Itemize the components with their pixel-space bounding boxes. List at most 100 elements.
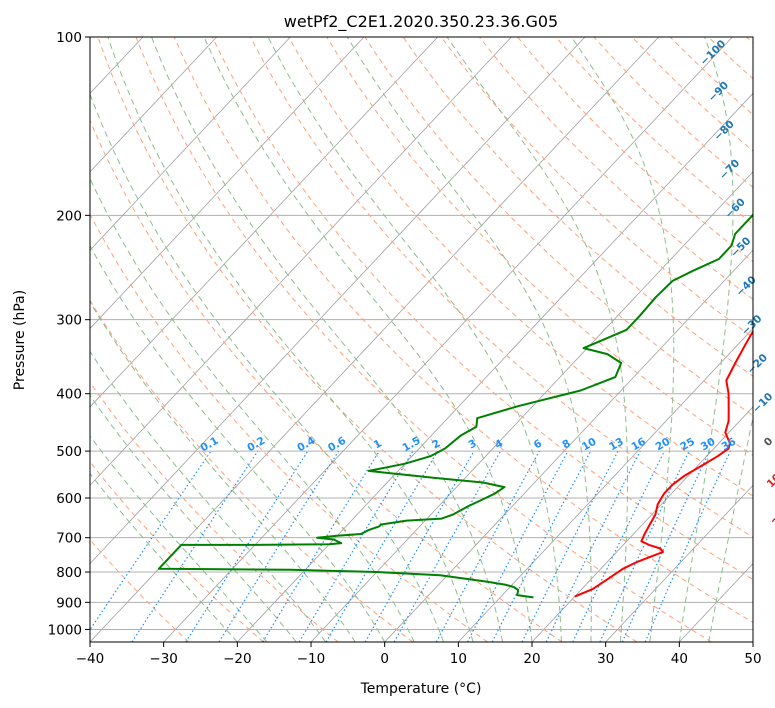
- mixing-ratio-line: [218, 450, 340, 642]
- y-tick-label: 800: [56, 565, 82, 581]
- mixing-ratio-line: [325, 450, 439, 642]
- isotherm-line: [90, 37, 512, 486]
- dry-adiabat-label: −20: [745, 352, 770, 377]
- moist-adiabat-line: [90, 244, 386, 642]
- isotherm-line: [90, 37, 291, 251]
- moist-adiabat-line: [90, 435, 268, 642]
- dry-adiabat-line: [173, 37, 753, 624]
- dry-adiabat-line: [97, 37, 638, 642]
- x-tick-label: 20: [523, 651, 540, 667]
- isotherm-line: [384, 249, 753, 642]
- dry-adiabat-line: [211, 37, 753, 581]
- isotherm-line: [90, 37, 217, 173]
- y-axis-label: Pressure (hPa): [12, 290, 28, 390]
- mixing-ratio-line: [491, 450, 592, 642]
- isotherm-line: [90, 37, 659, 642]
- moist-adiabat-line: [446, 37, 628, 642]
- dry-adiabat-label: −70: [717, 157, 742, 182]
- chart-title: wetPf2_C2E1.2020.350.23.36.G05: [284, 12, 558, 32]
- moist-adiabat-line: [151, 37, 503, 642]
- x-tick-label: 10: [450, 651, 467, 667]
- isotherm-line: [90, 37, 365, 330]
- mixing-ratio-line: [521, 450, 619, 642]
- isotherm-line: [237, 92, 753, 642]
- dry-adiabat-line: [288, 37, 753, 497]
- dry-adiabat-line: [517, 37, 753, 263]
- mixing-ratio-label: 3: [466, 437, 478, 451]
- moist-adiabat-line: [90, 472, 238, 642]
- y-tick-label: 500: [56, 444, 82, 460]
- dry-adiabat-line: [250, 37, 753, 538]
- x-tick-label: 0: [380, 651, 389, 667]
- x-tick-label: −20: [223, 651, 252, 667]
- x-tick-label: −30: [149, 651, 178, 667]
- y-tick-label: 600: [56, 491, 82, 507]
- plot-frame: [89, 36, 754, 643]
- x-tick-label: 50: [744, 651, 761, 667]
- dry-adiabat-label: −80: [712, 118, 737, 143]
- dry-adiabat-line: [746, 37, 753, 44]
- mixing-ratio-label: 2: [430, 437, 442, 451]
- dry-adiabat-line: [555, 37, 753, 225]
- dry-adiabat-line: [90, 539, 190, 642]
- dry-adiabat-label: 20: [770, 510, 775, 529]
- y-tick-label: 700: [56, 531, 82, 547]
- x-tick-label: −40: [76, 651, 105, 667]
- moist-adiabat-line: [708, 414, 753, 642]
- moist-adiabat-line: [90, 177, 415, 642]
- dry-adiabat-line: [326, 37, 753, 457]
- moist-adiabat-line: [90, 301, 356, 642]
- moist-adiabat-line: [570, 37, 675, 642]
- dry-adiabat-line: [90, 460, 264, 642]
- mixing-ratio-line: [185, 450, 309, 642]
- dry-adiabat-label: −10: [750, 391, 775, 416]
- x-tick-label: 40: [671, 651, 688, 667]
- isotherm-line: [0, 37, 69, 642]
- temperature-profile-line: [574, 329, 753, 598]
- moist-adiabat-line: [346, 37, 592, 642]
- dry-adiabat-line: [90, 119, 563, 642]
- isotherm-line: [310, 171, 753, 642]
- y-tick-label: 300: [56, 313, 82, 329]
- dry-adiabat-line: [479, 37, 753, 300]
- dry-adiabat-line: [364, 37, 753, 417]
- x-tick-label: 30: [597, 651, 614, 667]
- dry-adiabat-line: [631, 37, 753, 152]
- mixing-ratio-line: [131, 450, 259, 642]
- dry-adiabat-label: 10: [765, 471, 775, 490]
- dry-adiabat-line: [440, 37, 753, 339]
- y-tick-label: 400: [56, 387, 82, 403]
- isotherm-line: [531, 406, 753, 642]
- dry-adiabat-line: [135, 37, 712, 642]
- moist-adiabat-line: [107, 37, 474, 642]
- mixing-ratio-line: [599, 450, 690, 642]
- dry-adiabat-line: [90, 299, 414, 642]
- moist-adiabat-line: [90, 350, 327, 642]
- dewpoint-profile-line: [157, 213, 753, 599]
- mixing-ratio-line: [545, 450, 641, 642]
- dry-adiabat-label: −50: [728, 235, 753, 260]
- moist-adiabat-line: [90, 92, 445, 642]
- dry-adiabat-label: −40: [734, 274, 759, 299]
- mixing-ratio-line: [393, 450, 502, 642]
- mixing-ratio-line: [644, 450, 731, 642]
- mixing-ratio-line: [621, 450, 711, 642]
- isotherm-line: [163, 37, 733, 642]
- moist-adiabat-line: [203, 37, 533, 642]
- isotherm-line: [90, 37, 438, 408]
- y-tick-label: 200: [56, 208, 82, 224]
- dry-adiabat-label: −100: [698, 38, 728, 68]
- moist-adiabat-line: [678, 37, 734, 642]
- isotherm-line: [90, 37, 586, 565]
- mixing-ratio-label: 6: [532, 437, 544, 451]
- moist-adiabat-line: [267, 37, 562, 642]
- x-axis-label: Temperature (°C): [360, 681, 482, 697]
- isotherm-line: [605, 484, 753, 642]
- mixing-ratio-line: [262, 450, 380, 642]
- mixing-ratio-line: [435, 450, 540, 642]
- mixing-ratio-line: [572, 450, 665, 642]
- mixing-ratio-line: [90, 450, 212, 631]
- dry-adiabat-label: 0: [762, 435, 775, 449]
- dry-adiabat-line: [593, 37, 753, 189]
